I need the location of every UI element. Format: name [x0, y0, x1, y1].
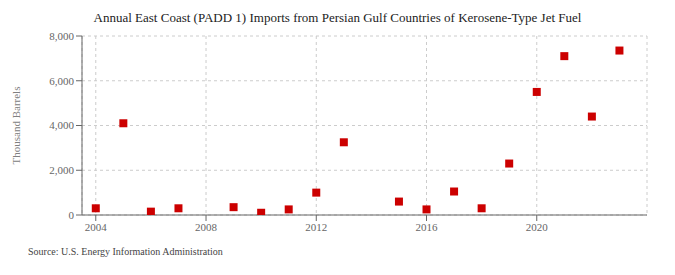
svg-text:2012: 2012	[305, 221, 327, 233]
svg-text:2,000: 2,000	[49, 164, 74, 176]
html-text:Source: U.S. Energy Informatio: Source: U.S. Energy Information Administ…	[28, 246, 223, 257]
html-text:Annual East Coast (PADD 1) Imp: Annual East Coast (PADD 1) Imports from …	[93, 10, 582, 25]
svg-text:0: 0	[69, 209, 75, 221]
svg-text:6,000: 6,000	[49, 75, 74, 87]
svg-text:2008: 2008	[195, 221, 218, 233]
svg-text:2020: 2020	[526, 221, 549, 233]
svg-text:2004: 2004	[85, 221, 108, 233]
svg-text:8,000: 8,000	[49, 30, 74, 42]
svg-text:4,000: 4,000	[49, 119, 74, 131]
svg-text:2016: 2016	[416, 221, 439, 233]
svg-text:Thousand Barrels: Thousand Barrels	[10, 87, 22, 165]
